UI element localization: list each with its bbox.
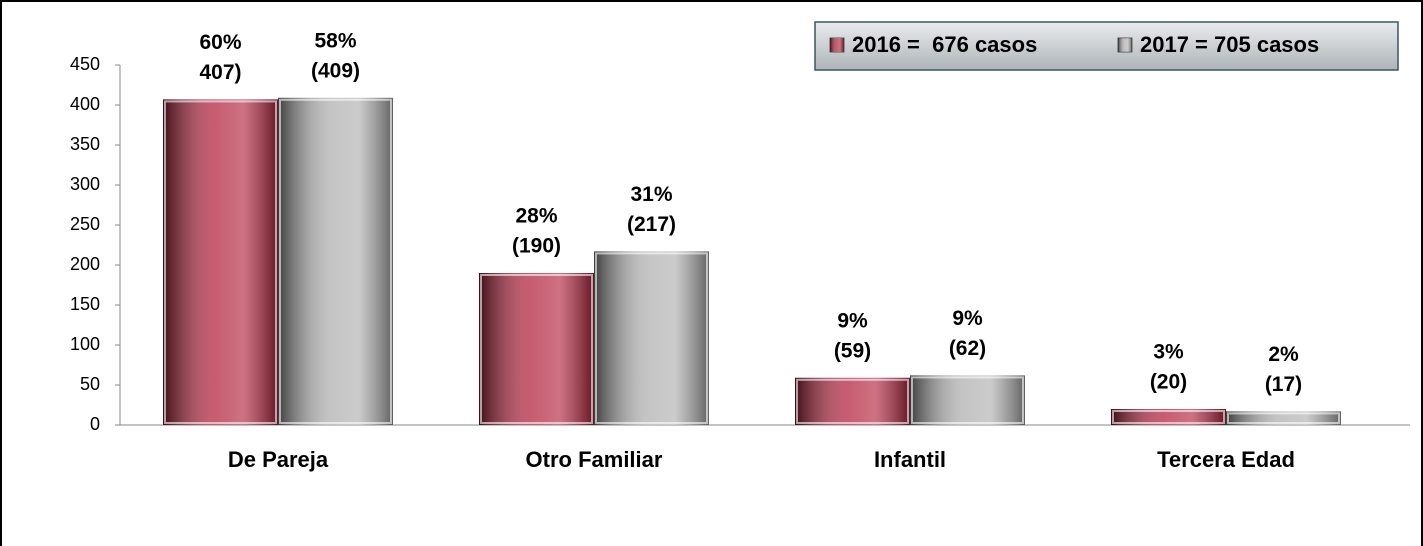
- bar: [910, 375, 1025, 425]
- percent-label: 9%: [837, 309, 868, 332]
- value-label: (217): [627, 213, 676, 236]
- x-tick-label: De Pareja: [228, 447, 329, 472]
- y-tick-label: 100: [70, 334, 100, 354]
- x-tick-label: Tercera Edad: [1157, 447, 1295, 472]
- legend-swatch-shade: [1118, 38, 1132, 52]
- percent-label: 9%: [952, 307, 983, 330]
- y-tick-label: 150: [70, 294, 100, 314]
- percent-label: 60%: [199, 31, 241, 54]
- y-tick-label: 350: [70, 134, 100, 154]
- bar: [479, 273, 594, 425]
- value-label: (20): [1150, 371, 1187, 394]
- value-label: 407): [199, 61, 241, 84]
- percent-label: 2%: [1268, 343, 1299, 366]
- bar: [795, 377, 910, 425]
- bar-bevel: [1227, 412, 1340, 424]
- bar: [163, 99, 278, 426]
- percent-label: 28%: [515, 205, 557, 228]
- bar-bevel: [164, 100, 277, 425]
- value-label: (59): [834, 339, 871, 362]
- legend-label: 2017 = 705 casos: [1140, 32, 1319, 57]
- bar-bevel: [595, 252, 708, 424]
- legend-swatch-shade: [830, 38, 844, 52]
- y-tick-label: 250: [70, 214, 100, 234]
- percent-label: 58%: [314, 29, 356, 52]
- percent-label: 31%: [630, 183, 672, 206]
- y-tick-label: 400: [70, 94, 100, 114]
- bar: [278, 97, 393, 426]
- percent-label: 3%: [1153, 341, 1184, 364]
- y-tick-label: 0: [90, 414, 100, 434]
- y-tick-label: 300: [70, 174, 100, 194]
- bar-bevel: [480, 274, 593, 424]
- x-tick-label: Otro Familiar: [526, 447, 663, 472]
- y-tick-label: 450: [70, 54, 100, 74]
- bar-bevel: [279, 98, 392, 425]
- bar-bevel: [911, 376, 1024, 424]
- bar-bevel: [796, 378, 909, 424]
- bar: [594, 251, 709, 425]
- bar-bevel: [1112, 410, 1225, 424]
- legend-box: [814, 21, 1399, 71]
- y-tick-label: 50: [80, 374, 100, 394]
- value-label: (17): [1265, 373, 1302, 396]
- value-label: (62): [949, 337, 986, 360]
- legend-label: 2016 = 676 casos: [852, 32, 1037, 57]
- value-label: (409): [311, 59, 360, 82]
- x-tick-label: Infantil: [874, 447, 946, 472]
- y-tick-label: 200: [70, 254, 100, 274]
- value-label: (190): [512, 235, 561, 258]
